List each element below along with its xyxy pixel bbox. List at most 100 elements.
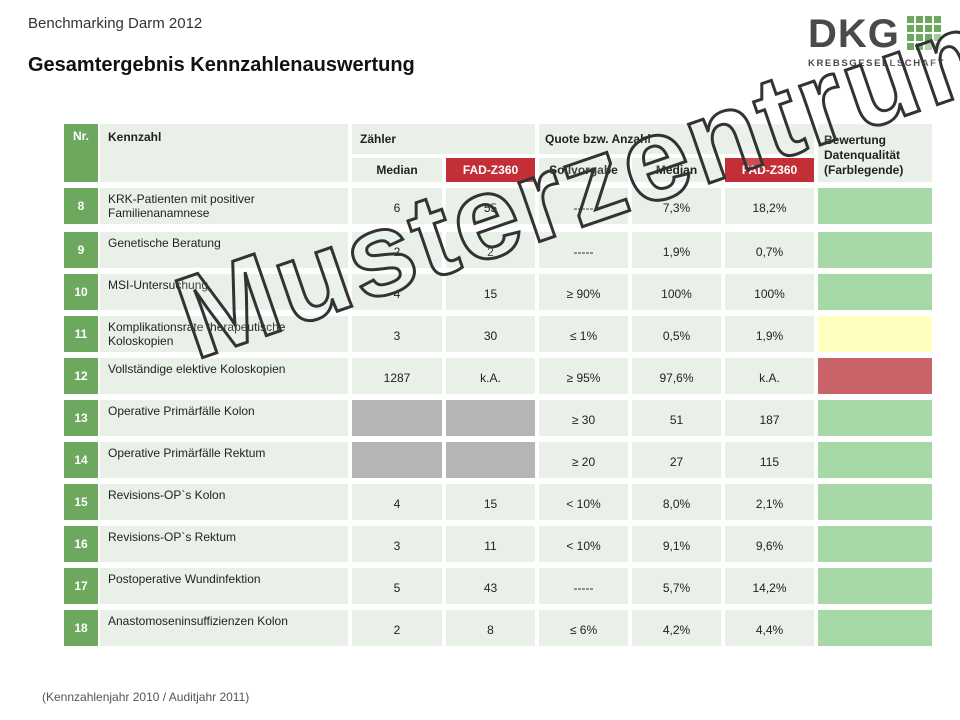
kennzahl-name: Komplikationsrate therapeutische Kolosko…	[100, 316, 348, 352]
header-nr: Nr.	[64, 124, 98, 182]
kennzahl-name: Vollständige elektive Koloskopien	[100, 358, 348, 394]
kennzahl-name: Revisions-OP`s Rektum	[100, 526, 348, 562]
rating-cell	[818, 610, 932, 646]
sollvorgabe-cell: < 10%	[539, 526, 628, 562]
dkg-logo: DKG KREBSGESELLSCHAFT	[808, 12, 948, 72]
kennzahl-name: Genetische Beratung	[100, 232, 348, 268]
header-bewertung: Bewertung Datenqualität (Farblegende)	[818, 124, 932, 182]
kennzahl-name: MSI-Untersuchung	[100, 274, 348, 310]
header-kennzahl: Kennzahl	[100, 124, 348, 182]
row-number: 12	[64, 358, 98, 394]
zaehler-median-cell: 3	[352, 316, 442, 352]
rating-cell	[818, 274, 932, 310]
quote-fad-cell: 18,2%	[725, 188, 814, 224]
sollvorgabe-cell: ≤ 6%	[539, 610, 628, 646]
quote-fad-cell: 0,7%	[725, 232, 814, 268]
row-number: 8	[64, 188, 98, 224]
row-number: 13	[64, 400, 98, 436]
footer-note: (Kennzahlenjahr 2010 / Auditjahr 2011)	[42, 690, 250, 704]
row-number: 9	[64, 232, 98, 268]
sollvorgabe-cell: ≥ 30	[539, 400, 628, 436]
rating-cell	[818, 188, 932, 224]
quote-median-cell: 9,1%	[632, 526, 721, 562]
sollvorgabe-cell: -----	[539, 232, 628, 268]
zaehler-fad-cell: 15	[446, 484, 535, 520]
quote-median-cell: 27	[632, 442, 721, 478]
zaehler-median-cell: 2	[352, 610, 442, 646]
kennzahl-name: Revisions-OP`s Kolon	[100, 484, 348, 520]
kennzahl-name: KRK-Patienten mit positiver Familienanam…	[100, 188, 348, 224]
zaehler-fad-cell	[446, 442, 535, 478]
logo-subtitle: KREBSGESELLSCHAFT	[808, 58, 945, 69]
zaehler-median-cell: 4	[352, 484, 442, 520]
zaehler-median-cell: 1287	[352, 358, 442, 394]
header-median-zaehler: Median	[352, 158, 442, 182]
header-zaehler: Zähler	[352, 124, 535, 154]
quote-fad-cell: 14,2%	[725, 568, 814, 604]
quote-median-cell: 51	[632, 400, 721, 436]
quote-median-cell: 1,9%	[632, 232, 721, 268]
rating-cell	[818, 484, 932, 520]
quote-median-cell: 5,7%	[632, 568, 721, 604]
quote-fad-cell: 4,4%	[725, 610, 814, 646]
zaehler-fad-cell: 43	[446, 568, 535, 604]
row-number: 10	[64, 274, 98, 310]
header-sollvorgabe: Sollvorgabe	[539, 158, 628, 182]
quote-fad-cell: k.A.	[725, 358, 814, 394]
quote-fad-cell: 9,6%	[725, 526, 814, 562]
quote-median-cell: 97,6%	[632, 358, 721, 394]
quote-fad-cell: 100%	[725, 274, 814, 310]
supertitle: Benchmarking Darm 2012	[28, 15, 203, 32]
quote-fad-cell: 187	[725, 400, 814, 436]
kennzahl-name: Operative Primärfälle Kolon	[100, 400, 348, 436]
zaehler-median-cell: 3	[352, 526, 442, 562]
logo-grid-icon	[907, 16, 941, 50]
zaehler-fad-cell	[446, 400, 535, 436]
zaehler-fad-cell: 11	[446, 526, 535, 562]
row-number: 11	[64, 316, 98, 352]
kennzahl-name: Postoperative Wundinfektion	[100, 568, 348, 604]
quote-median-cell: 7,3%	[632, 188, 721, 224]
quote-fad-cell: 2,1%	[725, 484, 814, 520]
sollvorgabe-cell: -----	[539, 568, 628, 604]
zaehler-fad-cell: k.A.	[446, 358, 535, 394]
rating-cell	[818, 358, 932, 394]
quote-median-cell: 8,0%	[632, 484, 721, 520]
quote-median-cell: 100%	[632, 274, 721, 310]
header-fad-quote: FAD-Z360	[725, 158, 814, 182]
header-fad-zaehler: FAD-Z360	[446, 158, 535, 182]
zaehler-median-cell: 6	[352, 188, 442, 224]
quote-median-cell: 0,5%	[632, 316, 721, 352]
rating-cell	[818, 232, 932, 268]
zaehler-fad-cell: 8	[446, 610, 535, 646]
row-number: 17	[64, 568, 98, 604]
sollvorgabe-cell: < 10%	[539, 484, 628, 520]
zaehler-median-cell: 5	[352, 568, 442, 604]
zaehler-median-cell	[352, 442, 442, 478]
row-number: 15	[64, 484, 98, 520]
kennzahl-name: Anastomoseninsuffizienzen Kolon	[100, 610, 348, 646]
sollvorgabe-cell: -----	[539, 188, 628, 224]
zaehler-median-cell	[352, 400, 442, 436]
zaehler-median-cell: 4	[352, 274, 442, 310]
header-median-quote: Median	[632, 158, 721, 182]
sollvorgabe-cell: ≥ 95%	[539, 358, 628, 394]
quote-fad-cell: 115	[725, 442, 814, 478]
zaehler-fad-cell: 30	[446, 316, 535, 352]
rating-cell	[818, 568, 932, 604]
kennzahl-name: Operative Primärfälle Rektum	[100, 442, 348, 478]
rating-cell	[818, 316, 932, 352]
quote-median-cell: 4,2%	[632, 610, 721, 646]
rating-cell	[818, 400, 932, 436]
sollvorgabe-cell: ≤ 1%	[539, 316, 628, 352]
zaehler-fad-cell: 55	[446, 188, 535, 224]
row-number: 16	[64, 526, 98, 562]
page-title: Gesamtergebnis Kennzahlenauswertung	[28, 54, 415, 76]
zaehler-fad-cell: 2	[446, 232, 535, 268]
zaehler-fad-cell: 15	[446, 274, 535, 310]
zaehler-median-cell: 2	[352, 232, 442, 268]
header-quote: Quote bzw. Anzahl	[539, 124, 814, 154]
sollvorgabe-cell: ≥ 90%	[539, 274, 628, 310]
sollvorgabe-cell: ≥ 20	[539, 442, 628, 478]
rating-cell	[818, 526, 932, 562]
